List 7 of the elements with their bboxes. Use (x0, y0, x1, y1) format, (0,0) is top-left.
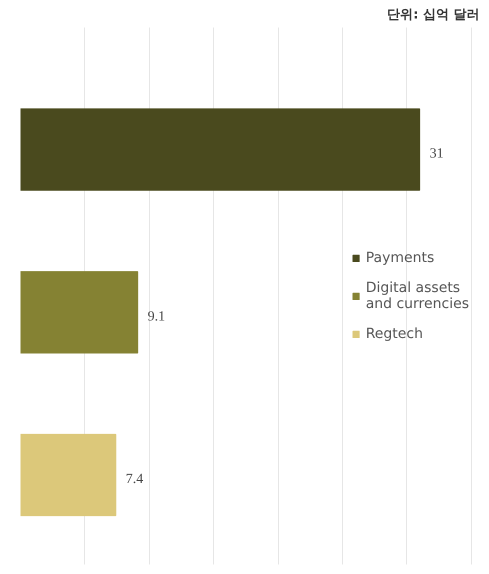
legend-label: Digital assets and currencies (366, 280, 469, 312)
legend-label: Regtech (366, 326, 423, 342)
data-label: 9.1 (148, 309, 166, 324)
data-label: 31 (430, 146, 444, 162)
data-label: 7.4 (126, 472, 144, 487)
chart-subtitle: 단위: 십억 달러 (387, 8, 480, 22)
legend-label: Payments (366, 250, 434, 266)
